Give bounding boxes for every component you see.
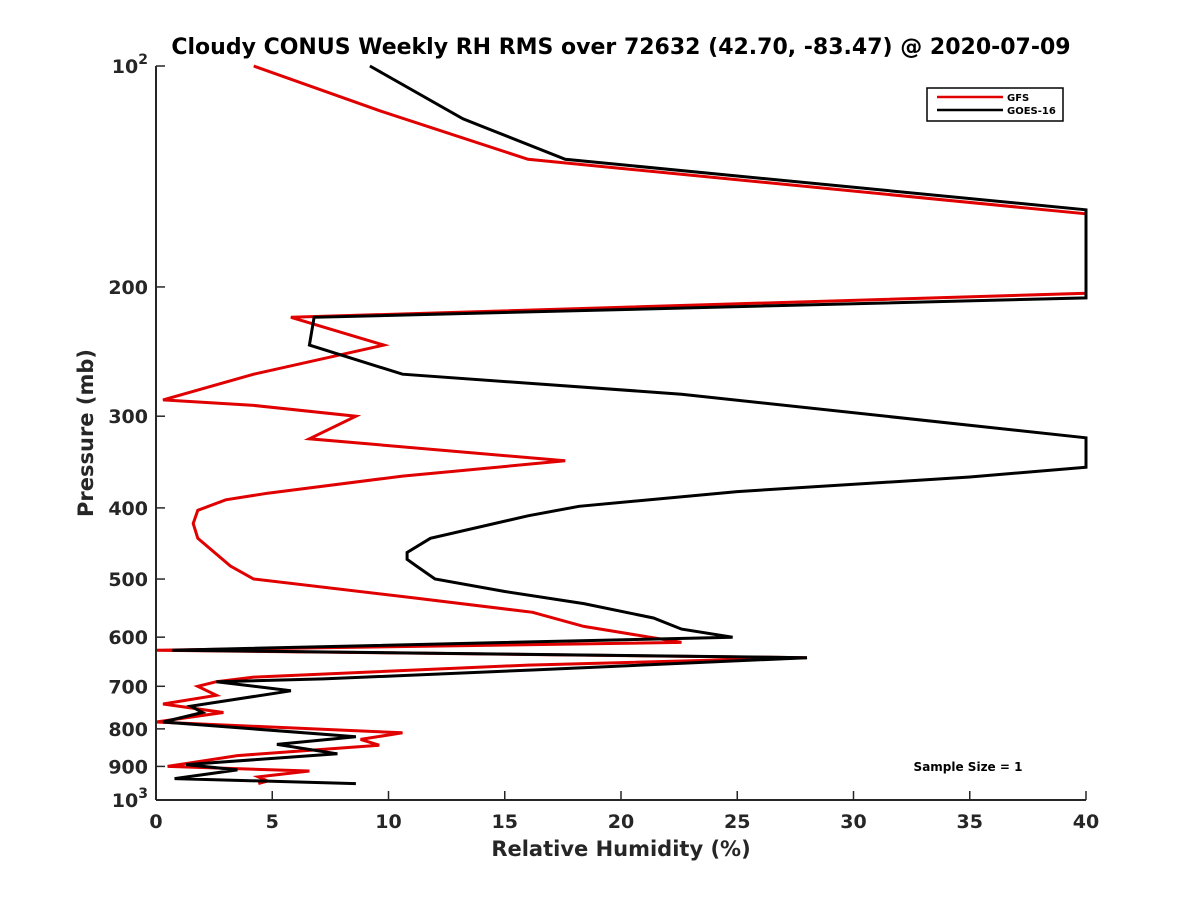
y-tick-label: 300 [108,406,148,428]
legend-label-gfs: GFS [1007,93,1029,104]
legend-box [926,87,1064,122]
x-tick-label: 30 [840,811,866,833]
x-tick-label: 25 [724,811,750,833]
chart-title: Cloudy CONUS Weekly RH RMS over 72632 (4… [171,35,1070,60]
x-tick-label: 5 [266,811,279,833]
x-tick-label: 15 [492,811,518,833]
y-axis-label: Pressure (mb) [74,349,98,517]
series-line-goes-16 [162,64,1088,786]
x-tick-label: 20 [608,811,634,833]
y-tick-label: 600 [108,627,148,649]
series-line-gfs [156,64,1088,786]
x-axis-label: Relative Humidity (%) [491,837,750,861]
series-layer [156,64,1088,786]
x-tick-label: 35 [957,811,983,833]
y-tick-label: 200 [108,277,148,299]
sample-size-annotation: Sample Size = 1 [914,760,1023,774]
y-axis-ticks: 102 200 300 400 500 600 700 800 900 103 [108,52,165,812]
x-tick-label: 10 [375,811,401,833]
x-tick-label: 0 [149,811,162,833]
legend: GFS GOES-16 [926,87,1064,122]
y-tick-label: 102 [112,52,148,78]
y-tick-label: 103 [112,786,148,812]
y-tick-label: 500 [108,569,148,591]
y-tick-label: 900 [108,756,148,778]
y-tick-label: 800 [108,719,148,741]
legend-label-goes-16: GOES-16 [1007,106,1056,117]
y-tick-label: 700 [108,676,148,698]
x-axis-ticks: 0 5 10 15 20 25 30 35 40 [149,791,1099,833]
y-tick-label: 400 [108,498,148,520]
x-tick-label: 40 [1073,811,1099,833]
